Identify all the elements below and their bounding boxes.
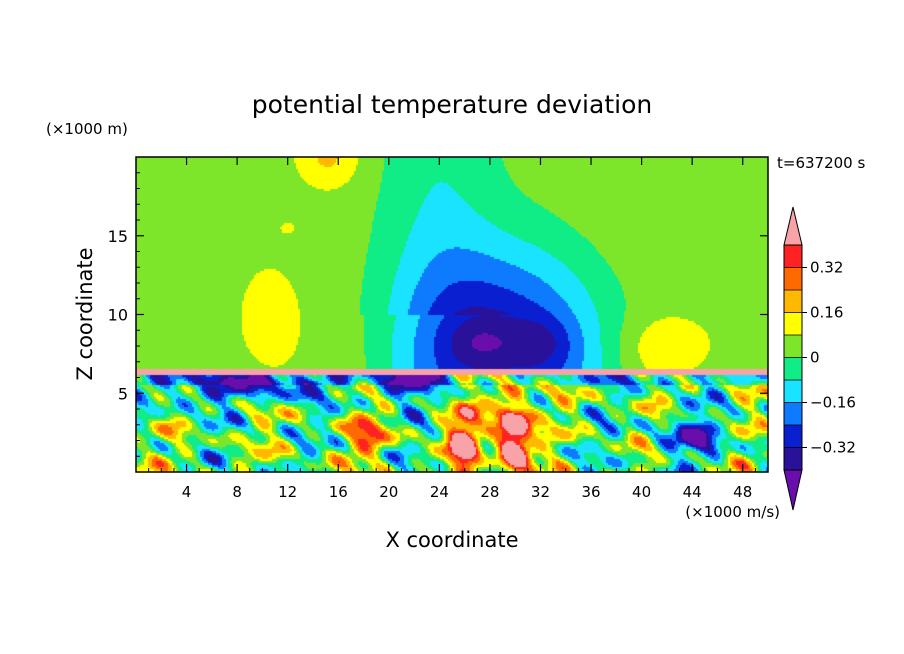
colorbar-tick-label: 0 — [810, 349, 820, 367]
colorbar-segment — [784, 447, 802, 470]
x-tick-label-48: 48 — [733, 483, 752, 501]
colorbar: 0.32 0.16 0 −0.16 −0.32 — [783, 206, 856, 511]
colorbar-segment — [784, 245, 802, 268]
chart-title: potential temperature deviation — [252, 90, 652, 119]
x-tick-label-16: 16 — [329, 483, 348, 501]
x-tick-label-32: 32 — [531, 483, 550, 501]
colorbar-segment — [784, 335, 802, 358]
x-tick-label-36: 36 — [581, 483, 600, 501]
contour-field — [136, 157, 768, 472]
x-unit-label: (×1000 m/s) — [685, 503, 780, 521]
x-axis-ticks: 4 8 12 16 20 24 28 32 36 40 44 48 — [148, 157, 756, 501]
colorbar-tick-label: −0.16 — [810, 394, 856, 412]
x-tick-label-4: 4 — [182, 483, 192, 501]
y-unit-label: (×1000 m) — [46, 120, 128, 138]
colorbar-tick-label: −0.32 — [810, 439, 856, 457]
x-tick-label-12: 12 — [278, 483, 297, 501]
y-tick-label-15: 15 — [108, 227, 128, 246]
colorbar-segment — [784, 425, 802, 448]
y-tick-label-10: 10 — [108, 306, 128, 325]
x-tick-label-40: 40 — [632, 483, 651, 501]
colorbar-segment — [784, 380, 802, 403]
field-raster — [136, 157, 768, 472]
x-tick-label-24: 24 — [430, 483, 449, 501]
colorbar-segment — [784, 357, 802, 380]
colorbar-segment — [784, 267, 802, 290]
colorbar-min-triangle — [783, 469, 803, 511]
x-axis-label: X coordinate — [385, 528, 518, 552]
colorbar-segment — [784, 402, 802, 425]
colorbar-segment — [784, 290, 802, 313]
x-tick-label-44: 44 — [683, 483, 702, 501]
y-axis-ticks: 5 10 15 — [108, 172, 768, 457]
x-tick-label-20: 20 — [379, 483, 398, 501]
colorbar-max-triangle — [783, 206, 803, 246]
y-axis-label: Z coordinate — [73, 247, 97, 380]
x-tick-label-8: 8 — [232, 483, 242, 501]
y-tick-label-5: 5 — [118, 384, 128, 403]
colorbar-tick-label: 0.32 — [810, 259, 843, 277]
time-label: t=637200 s — [777, 154, 865, 172]
colorbar-tick-label: 0.16 — [810, 304, 843, 322]
colorbar-segment — [784, 312, 802, 335]
x-tick-label-28: 28 — [480, 483, 499, 501]
